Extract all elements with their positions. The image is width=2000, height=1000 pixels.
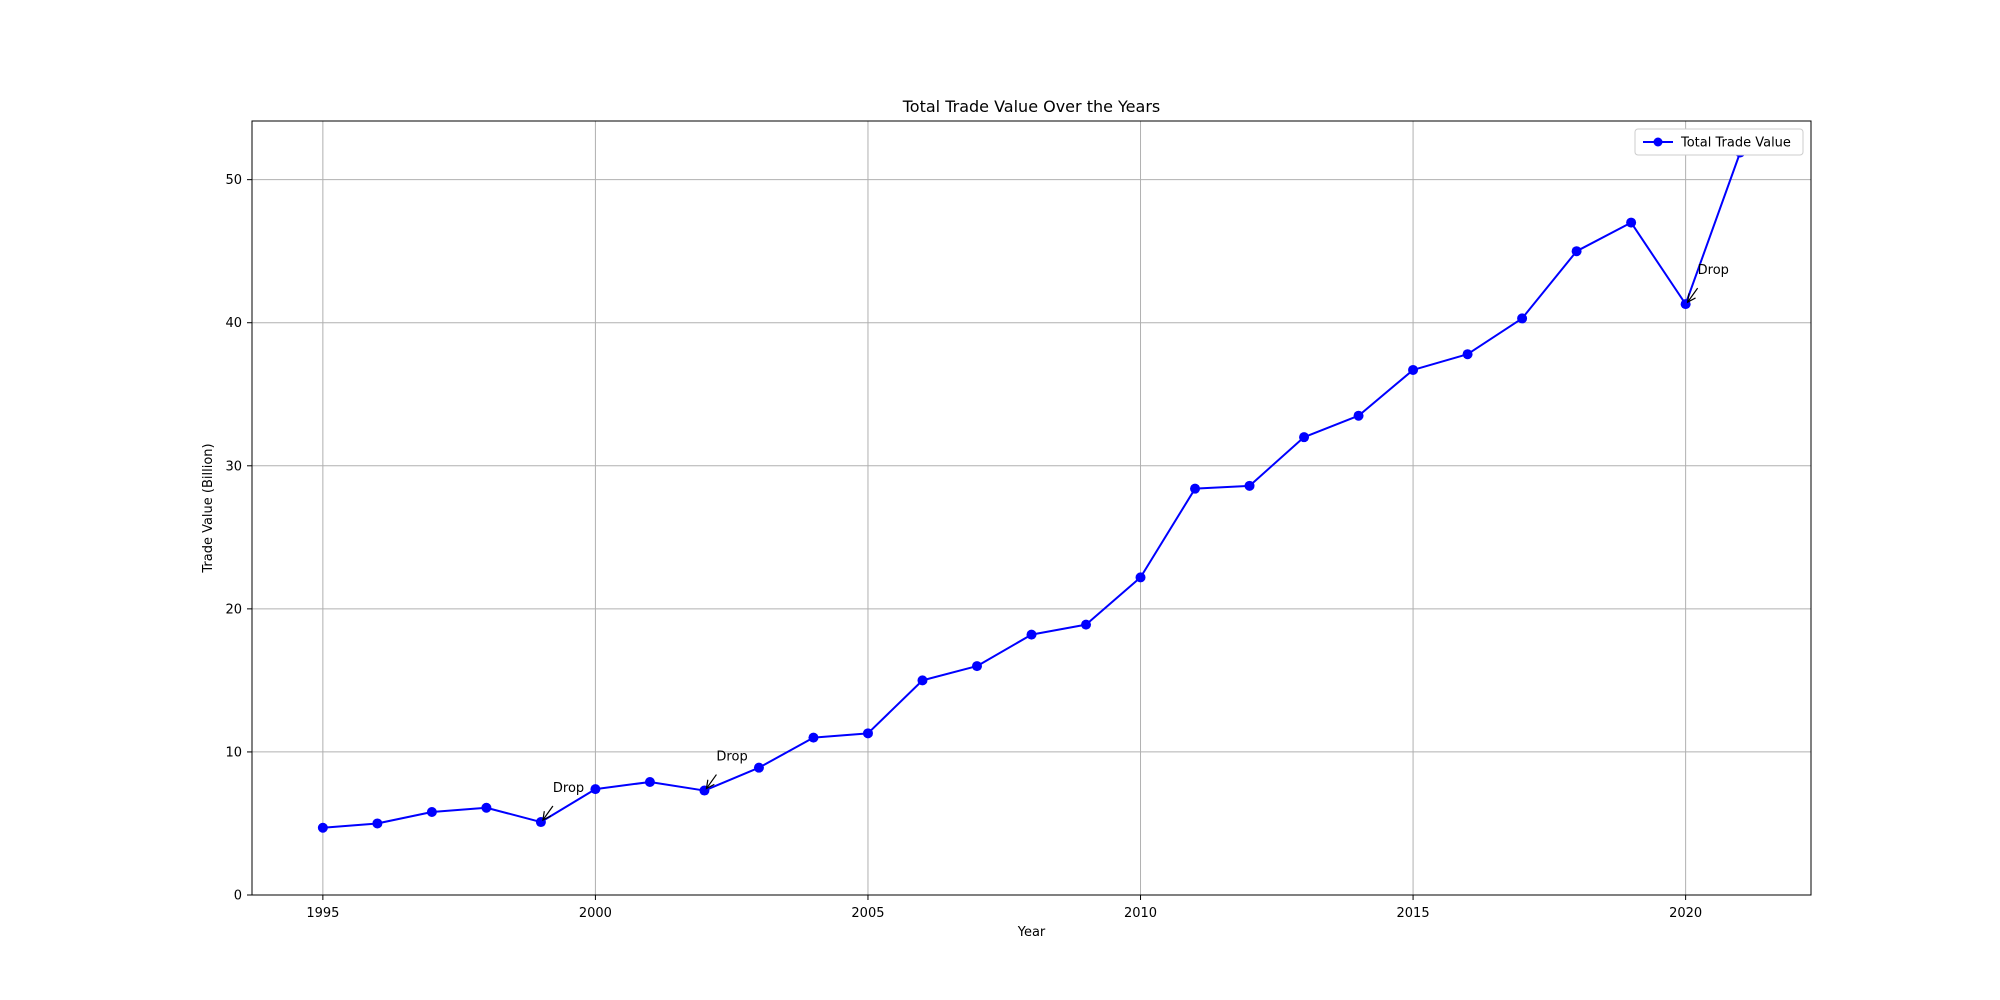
annotation-label: Drop xyxy=(716,750,747,765)
data-point xyxy=(481,802,492,813)
y-tick-label: 20 xyxy=(225,602,242,617)
x-tick-label: 2010 xyxy=(1124,906,1157,921)
chart-title: Total Trade Value Over the Years xyxy=(902,97,1161,116)
y-tick-label: 30 xyxy=(225,459,242,474)
series-area xyxy=(317,147,1746,833)
data-point xyxy=(372,818,383,829)
data-point xyxy=(1299,432,1310,443)
data-point xyxy=(644,776,655,787)
grid xyxy=(252,121,1811,896)
x-tick-label: 2000 xyxy=(579,906,612,921)
annotation-arrow xyxy=(706,774,717,789)
data-point xyxy=(1190,483,1201,494)
x-tick-label: 2020 xyxy=(1669,906,1702,921)
y-axis-label: Trade Value (Billion) xyxy=(201,443,216,573)
data-point xyxy=(862,728,873,739)
y-tick-label: 50 xyxy=(225,173,242,188)
data-point xyxy=(753,762,764,773)
x-tick-label: 2015 xyxy=(1397,906,1430,921)
legend: Total Trade Value xyxy=(1634,128,1804,156)
data-point xyxy=(590,784,601,795)
plot-frame xyxy=(251,120,1812,896)
y-tick-label: 40 xyxy=(225,316,242,331)
data-point xyxy=(1081,619,1092,630)
data-point xyxy=(1026,629,1037,640)
data-point xyxy=(1353,410,1364,421)
y-tick-label: 10 xyxy=(225,745,242,760)
data-point xyxy=(808,732,819,743)
legend-label: Total Trade Value xyxy=(1680,136,1791,151)
x-tick-label: 2005 xyxy=(851,906,884,921)
data-point xyxy=(971,661,982,672)
data-point xyxy=(1462,349,1473,360)
x-axis-label: Year xyxy=(1017,925,1046,940)
data-point xyxy=(1244,480,1255,491)
annotation-label: Drop xyxy=(1698,263,1729,278)
data-point xyxy=(1408,364,1419,375)
data-point xyxy=(317,822,328,833)
data-point xyxy=(426,807,437,818)
series-line xyxy=(322,152,1742,829)
y-tick-label: 0 xyxy=(234,889,242,904)
legend-marker-swatch xyxy=(1653,137,1663,147)
annotation-arrow xyxy=(543,805,554,820)
data-point xyxy=(1517,313,1528,324)
data-point xyxy=(1135,572,1146,583)
data-point xyxy=(1571,246,1582,257)
axis-ticks: 1995 2000 2005 2010 2015 2020 0 10 20 30 40 50 xyxy=(225,173,1702,921)
annotation-arrow xyxy=(1688,287,1699,302)
legend-box xyxy=(1634,128,1804,156)
annotation-label: Drop xyxy=(553,781,584,796)
data-point xyxy=(1626,217,1637,228)
annotations: Drop Drop Drop xyxy=(543,263,1729,820)
data-point xyxy=(917,675,928,686)
x-tick-label: 1995 xyxy=(306,906,339,921)
